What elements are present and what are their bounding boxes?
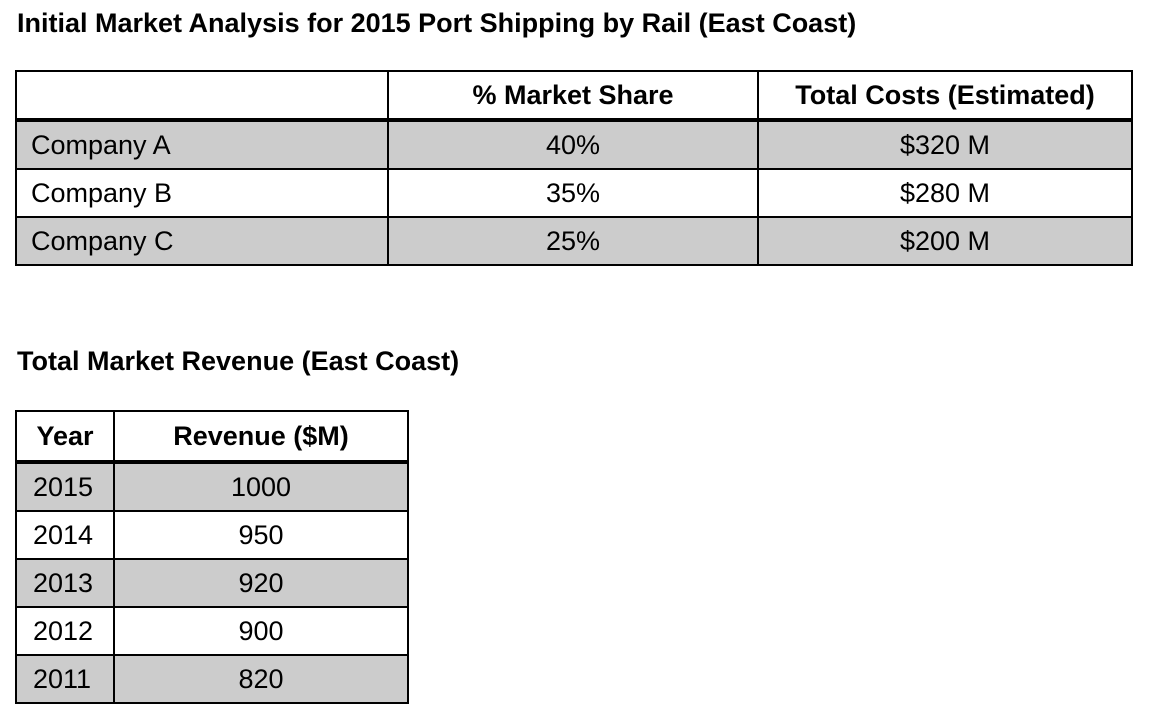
column-header-market-share: % Market Share — [388, 71, 758, 120]
table-row: 2011 820 — [16, 655, 408, 703]
table-row: Company B 35% $280 M — [16, 169, 1132, 217]
column-header-total-costs: Total Costs (Estimated) — [758, 71, 1132, 120]
total-costs-cell: $200 M — [758, 217, 1132, 265]
market-share-cell: 25% — [388, 217, 758, 265]
table-row: 2014 950 — [16, 511, 408, 559]
table-header-row: Year Revenue ($M) — [16, 411, 408, 462]
total-costs-cell: $320 M — [758, 120, 1132, 169]
company-name-cell: Company B — [16, 169, 388, 217]
market-analysis-table: % Market Share Total Costs (Estimated) C… — [15, 70, 1133, 266]
table-row: 2015 1000 — [16, 462, 408, 511]
year-cell: 2014 — [16, 511, 114, 559]
total-costs-cell: $280 M — [758, 169, 1132, 217]
revenue-cell: 1000 — [114, 462, 408, 511]
revenue-title: Total Market Revenue (East Coast) — [17, 346, 459, 377]
market-analysis-title: Initial Market Analysis for 2015 Port Sh… — [17, 8, 856, 39]
revenue-cell: 950 — [114, 511, 408, 559]
table-header-row: % Market Share Total Costs (Estimated) — [16, 71, 1132, 120]
table-row: Company A 40% $320 M — [16, 120, 1132, 169]
company-name-cell: Company C — [16, 217, 388, 265]
year-cell: 2015 — [16, 462, 114, 511]
column-header-revenue: Revenue ($M) — [114, 411, 408, 462]
revenue-cell: 920 — [114, 559, 408, 607]
revenue-table: Year Revenue ($M) 2015 1000 2014 950 201… — [15, 410, 409, 704]
market-share-cell: 35% — [388, 169, 758, 217]
table-row: 2013 920 — [16, 559, 408, 607]
market-share-cell: 40% — [388, 120, 758, 169]
year-cell: 2013 — [16, 559, 114, 607]
revenue-cell: 900 — [114, 607, 408, 655]
table-row: 2012 900 — [16, 607, 408, 655]
company-name-cell: Company A — [16, 120, 388, 169]
year-cell: 2011 — [16, 655, 114, 703]
table-row: Company C 25% $200 M — [16, 217, 1132, 265]
year-cell: 2012 — [16, 607, 114, 655]
column-header-company — [16, 71, 388, 120]
revenue-cell: 820 — [114, 655, 408, 703]
column-header-year: Year — [16, 411, 114, 462]
